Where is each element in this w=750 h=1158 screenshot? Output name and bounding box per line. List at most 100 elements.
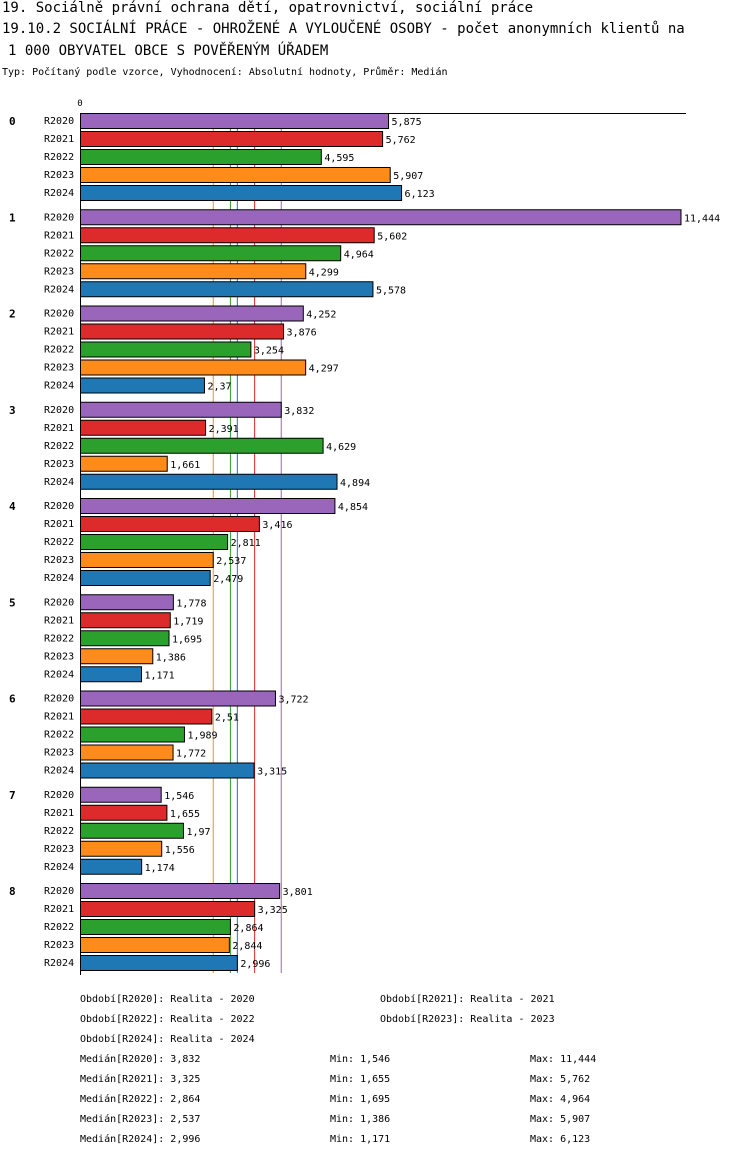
series-label: R2022 bbox=[44, 345, 74, 356]
bar-7-r2020 bbox=[80, 786, 162, 803]
bar-6-r2023 bbox=[80, 744, 174, 761]
bar-2-r2023 bbox=[80, 359, 307, 376]
series-label: R2022 bbox=[44, 730, 74, 741]
bar-1-r2022 bbox=[80, 245, 342, 262]
period-r2021: Období[R2021]: Realita - 2021 bbox=[380, 994, 555, 1005]
series-label: R2024 bbox=[44, 284, 74, 295]
bar-0-r2023 bbox=[80, 167, 391, 183]
value-label: 4,297 bbox=[309, 364, 339, 375]
period-r2024: Období[R2024]: Realita - 2024 bbox=[80, 1034, 255, 1045]
period-r2020: Období[R2020]: Realita - 2020 bbox=[80, 994, 255, 1005]
series-label: R2023 bbox=[44, 555, 74, 566]
min-r2022: Min: 1,695 bbox=[330, 1094, 391, 1105]
series-label: R2020 bbox=[44, 694, 74, 705]
bar-0-r2024 bbox=[80, 185, 403, 201]
series-label: R2020 bbox=[44, 116, 74, 127]
value-label: 2,391 bbox=[209, 424, 239, 435]
value-label: 2,537 bbox=[216, 556, 246, 567]
bar-3-r2023 bbox=[80, 455, 168, 472]
bar-7-r2023 bbox=[80, 840, 163, 857]
value-label: 1,655 bbox=[170, 809, 200, 820]
min-r2021: Min: 1,655 bbox=[330, 1074, 391, 1085]
series-label: R2024 bbox=[44, 477, 74, 488]
category-label-1: 1 bbox=[9, 211, 16, 224]
series-label: R2020 bbox=[44, 212, 74, 223]
value-label: 1,556 bbox=[165, 845, 195, 856]
value-label: 3,722 bbox=[278, 695, 308, 706]
bar-0-r2022 bbox=[80, 149, 322, 165]
chart-title-line-1: 19. Sociálně právní ochrana dětí, opatro… bbox=[2, 0, 534, 16]
period-r2022: Období[R2022]: Realita - 2022 bbox=[80, 1014, 255, 1025]
bar-4-r2021 bbox=[80, 516, 260, 532]
bar-2-r2022 bbox=[80, 341, 252, 358]
value-label: 4,299 bbox=[309, 267, 339, 278]
value-label: 5,762 bbox=[386, 135, 416, 146]
bar-3-r2022 bbox=[80, 437, 324, 454]
bar-8-r2022 bbox=[80, 919, 231, 935]
value-label: 2,864 bbox=[233, 923, 263, 934]
value-label: 2,844 bbox=[232, 941, 262, 952]
series-label: R2021 bbox=[44, 230, 74, 241]
series-label: R2021 bbox=[44, 423, 74, 434]
value-label: 1,772 bbox=[176, 749, 206, 760]
bar-7-r2021 bbox=[80, 804, 168, 821]
max-r2020: Max: 11,444 bbox=[530, 1054, 597, 1065]
chart-title-line-3: 1 000 OBYVATEL OBCE S POVĚŘENÝM ÚŘADEM bbox=[8, 43, 329, 59]
series-label: R2024 bbox=[44, 862, 74, 873]
value-label: 1,695 bbox=[172, 634, 202, 645]
value-label: 4,252 bbox=[306, 310, 336, 321]
series-label: R2022 bbox=[44, 441, 74, 452]
bar-6-r2021 bbox=[80, 708, 213, 725]
bar-6-r2020 bbox=[80, 690, 276, 707]
series-label: R2021 bbox=[44, 134, 74, 145]
value-label: 3,315 bbox=[257, 767, 287, 778]
x-axis-zero-label: 0 bbox=[77, 99, 82, 109]
max-r2022: Max: 4,964 bbox=[530, 1094, 591, 1105]
value-label: 2,996 bbox=[240, 959, 270, 970]
max-r2021: Max: 5,762 bbox=[530, 1074, 591, 1085]
series-label: R2020 bbox=[44, 790, 74, 801]
value-label: 2,37 bbox=[207, 382, 231, 393]
series-label: R2023 bbox=[44, 748, 74, 759]
value-label: 5,907 bbox=[393, 171, 423, 182]
median-r2024: Medián[R2024]: 2,996 bbox=[80, 1134, 201, 1145]
value-label: 1,97 bbox=[186, 827, 210, 838]
series-label: R2023 bbox=[44, 651, 74, 662]
bar-4-r2022 bbox=[80, 534, 229, 550]
value-label: 5,875 bbox=[392, 117, 422, 128]
series-label: R2023 bbox=[44, 170, 74, 181]
series-label: R2024 bbox=[44, 188, 74, 199]
series-label: R2021 bbox=[44, 519, 74, 530]
series-label: R2020 bbox=[44, 501, 74, 512]
series-label: R2022 bbox=[44, 922, 74, 933]
series-label: R2023 bbox=[44, 266, 74, 277]
series-label: R2022 bbox=[44, 826, 74, 837]
period-r2023: Období[R2023]: Realita - 2023 bbox=[380, 1014, 555, 1025]
series-label: R2022 bbox=[44, 537, 74, 548]
category-label-6: 6 bbox=[9, 693, 16, 706]
value-label: 1,989 bbox=[187, 731, 217, 742]
series-label: R2020 bbox=[44, 886, 74, 897]
bar-3-r2021 bbox=[80, 419, 207, 436]
bar-2-r2021 bbox=[80, 323, 285, 340]
value-label: 2,51 bbox=[215, 713, 239, 724]
max-r2023: Max: 5,907 bbox=[530, 1114, 591, 1125]
bar-5-r2024 bbox=[80, 666, 142, 683]
chart-subtitle: Typ: Počítaný podle vzorce, Vyhodnocení:… bbox=[2, 67, 448, 78]
series-label: R2020 bbox=[44, 597, 74, 608]
bar-7-r2022 bbox=[80, 822, 184, 839]
series-label: R2024 bbox=[44, 958, 74, 969]
min-r2023: Min: 1,386 bbox=[330, 1114, 391, 1125]
bar-8-r2021 bbox=[80, 901, 256, 917]
series-label: R2021 bbox=[44, 904, 74, 915]
series-label: R2021 bbox=[44, 615, 74, 626]
median-r2021: Medián[R2021]: 3,325 bbox=[80, 1074, 201, 1085]
category-label-2: 2 bbox=[9, 308, 16, 321]
min-r2024: Min: 1,171 bbox=[330, 1134, 391, 1145]
bar-7-r2024 bbox=[80, 858, 143, 875]
max-r2024: Max: 6,123 bbox=[530, 1134, 591, 1145]
value-label: 2,479 bbox=[213, 574, 243, 585]
value-label: 6,123 bbox=[405, 189, 435, 200]
category-label-5: 5 bbox=[9, 596, 16, 609]
